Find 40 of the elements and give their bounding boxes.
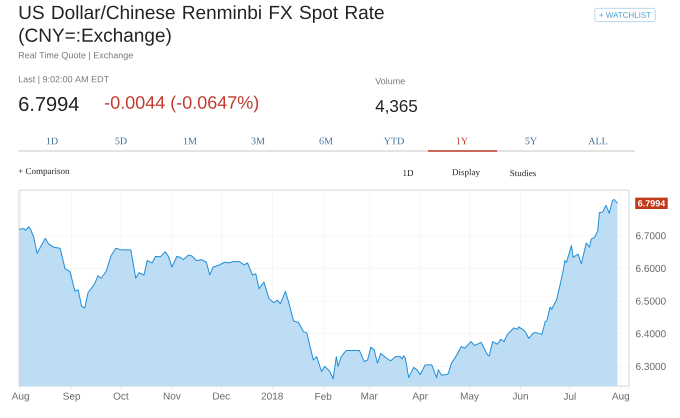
- annotation: 6.7994: [638, 200, 666, 207]
- text: Last | 9:02:00 AM EDT: [18, 76, 109, 84]
- text: 6.7994: [19, 96, 79, 112]
- x-tick-label: Sep: [63, 392, 80, 402]
- text: 1D: [403, 170, 414, 176]
- x-tick-label: Aug: [12, 392, 29, 402]
- y-tick-label: 6.3000: [636, 362, 666, 370]
- text: 3M: [252, 138, 265, 144]
- text: 1D: [46, 138, 58, 144]
- text: 4,365: [376, 100, 418, 114]
- x-tick-label: Nov: [164, 392, 181, 400]
- x-tick-label: Mar: [361, 392, 378, 400]
- text: 1M: [184, 138, 197, 144]
- x-tick-label: Jul: [564, 392, 576, 400]
- text: 6M: [319, 138, 333, 144]
- y-tick-label: 6.4000: [636, 330, 666, 338]
- y-tick-label: 6.5000: [636, 298, 666, 305]
- x-tick-label: Dec: [213, 392, 230, 400]
- text: + WATCHLIST: [599, 12, 651, 18]
- x-tick-label: Feb: [315, 392, 332, 400]
- text: YTD: [384, 138, 404, 144]
- text: 5Y: [525, 138, 537, 144]
- y-tick-label: 6.6000: [636, 264, 666, 272]
- chart-title: US Dollar/Chinese Renminbi FX Spot Rate (CNY=:Exchange): [19, 5, 384, 46]
- text: Display: [452, 168, 480, 178]
- x-tick-label: 2018: [262, 392, 283, 400]
- text: ALL: [588, 138, 608, 144]
- text: 5D: [115, 138, 127, 144]
- x-tick-label: Apr: [412, 392, 428, 402]
- text: 1Y: [456, 138, 468, 144]
- y-tick-label: 6.7000: [636, 232, 666, 240]
- chart-subtitle: Real Time Quote | Exchange: [18, 52, 133, 60]
- x-tick-label: May: [460, 392, 479, 402]
- text: + Comparison: [18, 168, 70, 176]
- text: Volume: [375, 78, 405, 84]
- x-tick-label: Jun: [512, 392, 528, 400]
- x-tick-label: Oct: [114, 392, 129, 400]
- text: -0.0044 (-0.0647%): [105, 96, 258, 112]
- x-tick-label: Aug: [612, 392, 630, 402]
- text: Studies: [510, 170, 536, 176]
